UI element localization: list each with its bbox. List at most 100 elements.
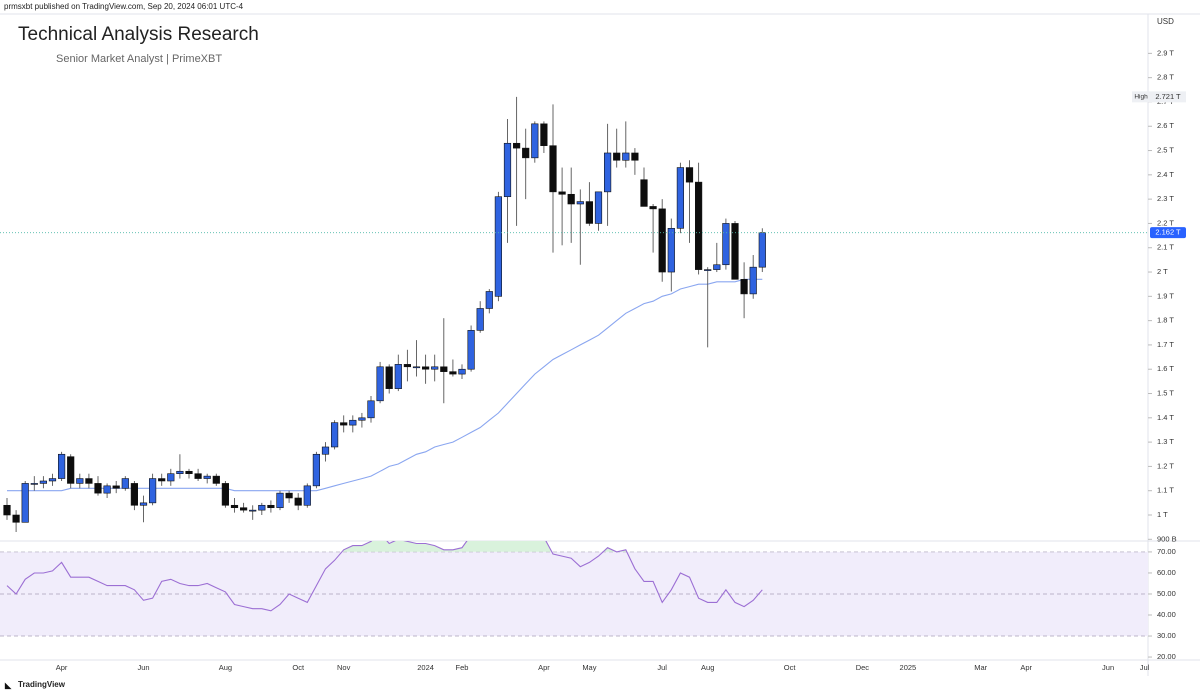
candle-body bbox=[312, 453, 321, 487]
candle-body bbox=[658, 208, 666, 273]
y-tick-label: 30.00 bbox=[1157, 631, 1176, 640]
currency: USD bbox=[1157, 17, 1174, 26]
candle-body bbox=[649, 206, 657, 210]
candle-body bbox=[3, 504, 11, 516]
candle-body bbox=[576, 201, 584, 205]
candle-body bbox=[212, 475, 220, 484]
candle-body bbox=[258, 504, 266, 511]
rsi-line bbox=[6, 541, 763, 612]
candle-body bbox=[512, 142, 521, 149]
y-tick-label: 2.1 T bbox=[1157, 243, 1174, 252]
high-value-label: 2.721 T bbox=[1155, 92, 1181, 101]
candle-body bbox=[12, 514, 20, 523]
candle-body bbox=[39, 480, 47, 484]
y-tick-label: 1.8 T bbox=[1157, 316, 1174, 325]
candle-body bbox=[321, 446, 330, 455]
y-tick-label: 1.3 T bbox=[1157, 437, 1174, 446]
candle-body bbox=[21, 483, 29, 523]
x-tick-label: 2024 bbox=[417, 663, 434, 672]
x-tick-label: Dec bbox=[856, 663, 870, 672]
y-tick-label: 1.4 T bbox=[1157, 413, 1174, 422]
candle-body bbox=[740, 279, 748, 295]
candle-body bbox=[412, 366, 421, 369]
candle-body bbox=[731, 223, 739, 280]
candle-body bbox=[549, 145, 557, 193]
candle-body bbox=[249, 509, 257, 512]
moving-average bbox=[7, 278, 763, 492]
y-tick-label: 2.3 T bbox=[1157, 194, 1174, 203]
candle-body bbox=[76, 478, 84, 484]
candle-body bbox=[603, 152, 612, 193]
x-tick-label: 2025 bbox=[900, 663, 917, 672]
x-tick-label: Oct bbox=[292, 663, 305, 672]
candle-body bbox=[667, 227, 675, 273]
y-tick-label: 2.8 T bbox=[1157, 73, 1174, 82]
y-tick-label: 2.5 T bbox=[1157, 146, 1174, 155]
y-tick-label: 1.1 T bbox=[1157, 486, 1174, 495]
x-tick-label: Nov bbox=[337, 663, 351, 672]
candle-body bbox=[158, 478, 166, 482]
brand: TradingView bbox=[18, 680, 65, 689]
candle-body bbox=[594, 191, 603, 224]
candle-body bbox=[567, 193, 575, 205]
y-tick-label: 70.00 bbox=[1157, 547, 1176, 556]
overbought-fill bbox=[341, 541, 627, 552]
x-tick-label: Jul bbox=[1140, 663, 1150, 672]
y-tick-label: 2.2 T bbox=[1157, 218, 1174, 227]
candle-body bbox=[467, 330, 475, 370]
candle-body bbox=[704, 269, 712, 271]
candle-body bbox=[685, 167, 694, 183]
y-tick-label: 2 T bbox=[1157, 267, 1168, 276]
x-tick-label: Apr bbox=[1020, 663, 1032, 672]
candle-body bbox=[267, 504, 275, 509]
high-label: High bbox=[1134, 94, 1148, 101]
candle-body bbox=[431, 366, 439, 370]
candle-body bbox=[303, 485, 311, 506]
candle-body bbox=[176, 470, 184, 474]
rsi-plot bbox=[0, 541, 1148, 637]
candle-body bbox=[221, 483, 230, 506]
candle-body bbox=[139, 502, 148, 506]
candle-body bbox=[485, 291, 493, 309]
x-tick-label: Aug bbox=[701, 663, 714, 672]
y-tick-label: 2.9 T bbox=[1157, 48, 1174, 57]
candle-body bbox=[676, 167, 684, 229]
candle-body bbox=[358, 417, 366, 421]
y-tick-label: 900 B bbox=[1157, 534, 1177, 543]
candle-body bbox=[285, 492, 293, 499]
candle-body bbox=[585, 201, 593, 224]
x-tick-label: Jun bbox=[137, 663, 149, 672]
candle-body bbox=[421, 366, 430, 370]
y-tick-label: 2.6 T bbox=[1157, 121, 1174, 130]
high-value-box bbox=[1150, 91, 1186, 103]
x-tick-label: Jun bbox=[1102, 663, 1114, 672]
candle-body bbox=[67, 456, 75, 484]
candle-body bbox=[376, 366, 384, 402]
x-tick-label: Aug bbox=[219, 663, 232, 672]
candle-body bbox=[149, 478, 157, 504]
x-tick-label: May bbox=[582, 663, 596, 672]
candle-body bbox=[85, 478, 93, 484]
candle-body bbox=[503, 142, 512, 198]
candle-body bbox=[449, 371, 457, 375]
candle-body bbox=[48, 478, 57, 482]
candle-body bbox=[30, 483, 38, 485]
high-box bbox=[1132, 91, 1150, 103]
x-tick-label: Apr bbox=[538, 663, 550, 672]
candle-body bbox=[367, 400, 375, 419]
x-tick-label: Mar bbox=[974, 663, 987, 672]
candle-body bbox=[121, 478, 129, 489]
overbought bbox=[341, 541, 627, 552]
candle-body bbox=[640, 179, 648, 207]
candle-body bbox=[622, 152, 630, 161]
candle-body bbox=[494, 196, 503, 297]
candle-body bbox=[558, 191, 566, 195]
candle-body bbox=[240, 507, 248, 511]
title: Technical Analysis Research bbox=[18, 24, 259, 45]
y-tick-label: 1.5 T bbox=[1157, 389, 1174, 398]
candle-body bbox=[167, 473, 175, 482]
y-tick-label: 2.4 T bbox=[1157, 170, 1174, 179]
candle-body bbox=[722, 223, 730, 266]
candle-body bbox=[185, 470, 193, 474]
